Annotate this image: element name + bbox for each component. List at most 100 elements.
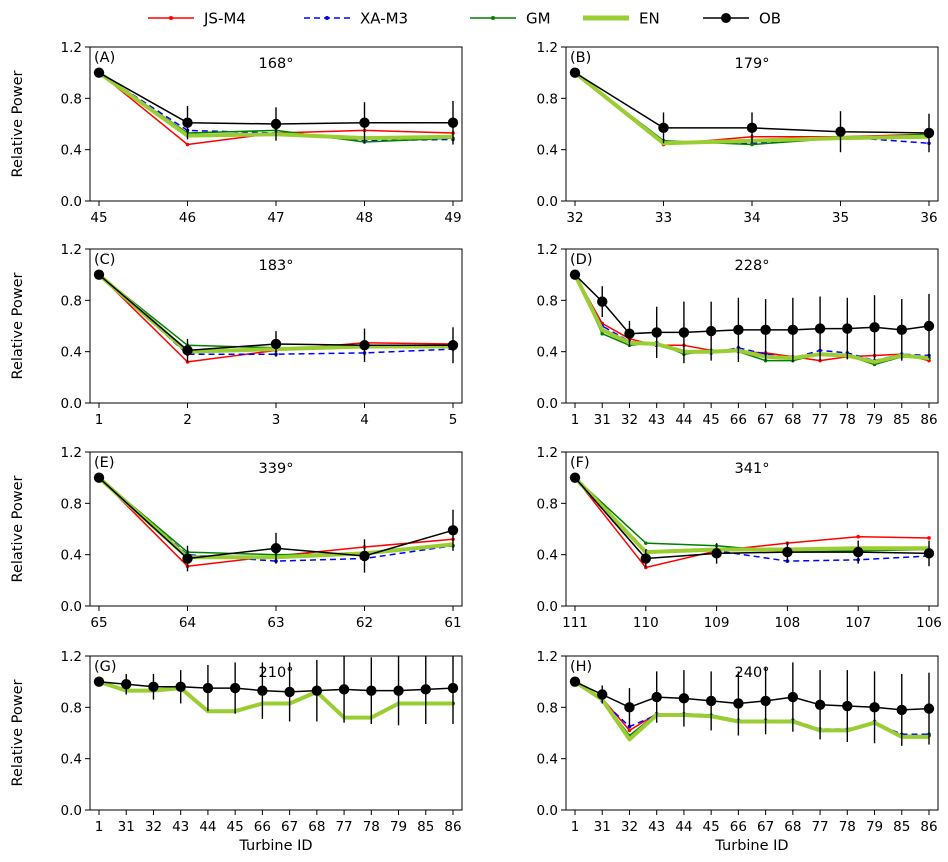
panel-angle: 168° (259, 56, 294, 72)
x-tick-label: 3 (272, 412, 281, 428)
data-point (270, 338, 282, 350)
series-xa-m3 (573, 272, 931, 363)
data-point (733, 698, 744, 709)
plot-area (569, 662, 935, 746)
panel-angle: 228° (735, 258, 770, 274)
data-point (678, 327, 690, 338)
series-line (573, 273, 930, 364)
y-tick-label: 0.4 (61, 345, 82, 361)
data-point (359, 117, 370, 128)
data-point (569, 67, 581, 78)
legend-entry: GM (470, 10, 551, 28)
x-axis-label: Turbine ID (238, 838, 312, 854)
y-tick-label: 1.2 (537, 649, 558, 665)
plot-area (569, 67, 935, 153)
x-tick-label: 109 (704, 615, 730, 631)
data-point (782, 546, 793, 558)
series-line (574, 477, 930, 553)
data-point (447, 525, 459, 536)
x-tick-label: 67 (757, 412, 774, 428)
x-tick-label: 86 (920, 819, 937, 835)
x-tick-label: 2 (183, 412, 192, 428)
panel-tag: (B) (570, 50, 591, 66)
plot-area (569, 269, 935, 367)
x-tick-label: 111 (562, 615, 588, 631)
y-tick-label: 0.0 (537, 396, 558, 412)
data-point (182, 553, 193, 564)
x-tick-label: 32 (621, 819, 638, 835)
data-point (853, 546, 864, 558)
data-point (569, 269, 581, 280)
x-tick-label: 36 (920, 210, 937, 226)
panel-angle: 210° (259, 665, 294, 681)
x-tick-label: 49 (444, 210, 461, 226)
x-tick-label: 77 (811, 819, 828, 835)
x-tick-label: 43 (648, 412, 665, 428)
x-tick-label: 77 (811, 412, 828, 428)
data-point (923, 703, 935, 714)
y-tick-label: 0.8 (61, 700, 82, 716)
x-tick-label: 85 (893, 819, 910, 835)
x-tick-label: 1 (95, 412, 104, 428)
x-tick-label: 44 (675, 412, 692, 428)
chart-panel: 0.0 0.4 0.8 1.2 111 110 109 108 107 106 (F) 341° (537, 445, 942, 631)
data-point (763, 358, 768, 363)
chart-panel: 0.0 0.4 0.8 1.2 45 46 47 48 49 Relative Power (A) 1… (10, 40, 463, 226)
x-tick-label: 4 (360, 412, 369, 428)
data-point (787, 691, 799, 703)
x-tick-label: 85 (893, 412, 910, 428)
y-tick-label: 0.0 (537, 599, 558, 615)
x-tick-label: 66 (254, 819, 271, 835)
y-tick-label: 0.0 (537, 194, 558, 210)
x-tick-label: 110 (633, 615, 659, 631)
y-tick-label: 0.4 (61, 143, 82, 159)
y-tick-label: 0.8 (537, 700, 558, 716)
series-ob (569, 67, 935, 153)
series-en (573, 476, 929, 555)
data-point (923, 320, 935, 332)
data-point (705, 695, 717, 707)
x-tick-label: 32 (566, 210, 583, 226)
data-point (750, 142, 754, 147)
x-tick-label: 64 (179, 615, 196, 631)
plot-area (93, 269, 459, 364)
data-point (93, 269, 105, 280)
data-point (93, 67, 105, 78)
x-tick-label: 79 (866, 819, 883, 835)
data-point (359, 550, 370, 562)
plot-area (93, 656, 459, 726)
legend: JS-M4 XA-M3 GM EN OB (148, 10, 781, 28)
data-point (182, 345, 193, 356)
data-point (842, 700, 853, 712)
plot-frame (565, 248, 939, 404)
plot-area (93, 472, 459, 573)
x-tick-label: 31 (118, 819, 135, 835)
y-tick-label: 0.0 (61, 803, 82, 819)
data-point (624, 328, 635, 339)
y-tick-label: 0.8 (61, 91, 82, 107)
data-point (93, 472, 105, 483)
x-tick-label: 48 (356, 210, 373, 226)
x-tick-label: 68 (308, 819, 325, 835)
x-tick-label: 45 (703, 412, 720, 428)
y-tick-label: 0.8 (537, 293, 558, 309)
series-line (98, 477, 454, 562)
x-tick-label: 31 (594, 412, 611, 428)
series-ob (569, 662, 935, 746)
panel-tag: (E) (94, 455, 114, 471)
x-tick-label: 86 (920, 412, 937, 428)
x-axis-label: Turbine ID (714, 838, 788, 854)
x-tick-label: 1 (571, 412, 580, 428)
series-line (574, 274, 930, 362)
data-point (869, 702, 880, 713)
data-point (359, 340, 370, 351)
legend-entry: OB (703, 10, 781, 28)
plot-area (93, 67, 459, 147)
legend-entry: EN (583, 10, 660, 28)
panel-angle: 179° (735, 56, 770, 72)
y-axis-label: Relative Power (10, 273, 26, 380)
data-point (651, 691, 662, 703)
legend-label: OB (759, 10, 781, 28)
data-point (393, 685, 404, 696)
